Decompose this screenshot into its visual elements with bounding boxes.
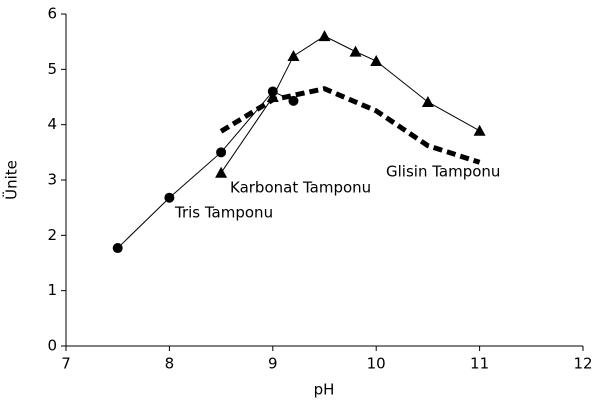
marker [370, 55, 383, 67]
y-axis-label: Ünite [2, 160, 21, 200]
series-line [117, 90, 294, 249]
series-line [219, 86, 481, 165]
x-tick-label: 11 [470, 355, 489, 373]
x-tick-label: 7 [61, 355, 71, 373]
marker [112, 243, 123, 254]
x-axis-label: pH [314, 381, 335, 399]
x-tick-label: 10 [367, 355, 386, 373]
y-tick-label: 5 [47, 60, 57, 78]
marker [421, 95, 434, 107]
y-tick-label: 0 [47, 337, 57, 355]
marker [215, 166, 228, 178]
y-tick-label: 3 [47, 171, 57, 189]
y-tick-label: 6 [47, 5, 57, 23]
marker [287, 50, 300, 62]
x-tick-label: 12 [573, 355, 592, 373]
y-tick-label: 4 [47, 115, 57, 133]
marker [216, 147, 227, 158]
series-label: Tris Tamponu [174, 204, 273, 222]
marker [164, 192, 175, 203]
marker [349, 45, 362, 57]
series-label: Karbonat Tamponu [230, 179, 371, 197]
series-label: Glisin Tamponu [386, 163, 500, 181]
x-tick-label: 9 [268, 355, 278, 373]
x-tick-label: 8 [165, 355, 175, 373]
y-tick-label: 2 [47, 226, 57, 244]
marker [473, 124, 486, 136]
marker [318, 30, 331, 42]
y-tick-label: 1 [47, 281, 57, 299]
series-line [220, 35, 480, 174]
